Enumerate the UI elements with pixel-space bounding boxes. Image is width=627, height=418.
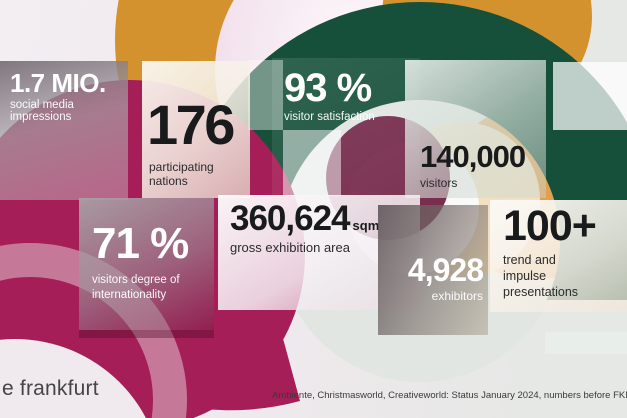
stat-value-internationality: 71 % bbox=[92, 219, 189, 268]
stat-label-visitors: visitors bbox=[420, 176, 458, 190]
stat-value-visitors: 140,000 bbox=[420, 139, 526, 174]
messe-frankfurt-logo: e frankfurt bbox=[2, 377, 99, 400]
light-swoosh-arc bbox=[0, 243, 187, 418]
stat-card-visitors: 140,000 visitors bbox=[405, 60, 546, 198]
footnote-text: Ambiente, Christmasworld, Creativeworld:… bbox=[272, 390, 627, 401]
stat-value-exhibition-area: 360,624 bbox=[230, 199, 351, 238]
stat-card-social-media: 1.7 MIO. social media impressions bbox=[0, 61, 128, 200]
stat-label-nations: participating nations bbox=[149, 160, 214, 188]
tile-strip-bottom-right bbox=[545, 332, 627, 354]
stat-label-exhibition-area: gross exhibition area bbox=[230, 240, 350, 255]
stat-label-social-media: social media impressions bbox=[10, 99, 74, 123]
stat-label-satisfaction: visitor satisfaction bbox=[284, 111, 375, 123]
stat-label-trend-presentations: trend and impulse presentations bbox=[503, 252, 621, 300]
stat-card-internationality: 71 % visitors degree of internationality bbox=[79, 198, 214, 330]
stat-value-nations: 176 bbox=[147, 93, 235, 156]
stat-value-social-media: 1.7 MIO. bbox=[10, 68, 106, 98]
stat-value-exhibitors: 4,928 bbox=[407, 252, 484, 288]
stat-card-nations: 176 participating nations bbox=[142, 61, 250, 198]
tile-sage-small bbox=[248, 60, 283, 130]
stat-card-satisfaction: 93 % visitor satisfaction bbox=[272, 58, 420, 195]
stat-card-exhibitors: 4,928 exhibitors bbox=[378, 205, 488, 335]
stat-label-exhibitors: exhibitors bbox=[431, 289, 483, 303]
corner-light-circle bbox=[0, 339, 146, 418]
stat-card-trend-presentations: 100+ trend and impulse presentations bbox=[490, 200, 627, 312]
stat-label-internationality: visitors degree of internationality bbox=[92, 274, 180, 301]
stat-value-satisfaction: 93 % bbox=[284, 66, 372, 110]
stat-value-trend-presentations: 100+ bbox=[503, 202, 597, 250]
stat-unit-exhibition-area: sqm bbox=[352, 218, 380, 233]
stat-label-trend-line2: impulse presentations bbox=[503, 269, 579, 299]
tile-sage-mid bbox=[283, 130, 341, 196]
tile-white-top-right bbox=[553, 62, 627, 130]
stat-value-row-exhibition-area: 360,624 sqm bbox=[230, 201, 408, 236]
stat-label-trend-line1: trend and bbox=[503, 253, 556, 267]
